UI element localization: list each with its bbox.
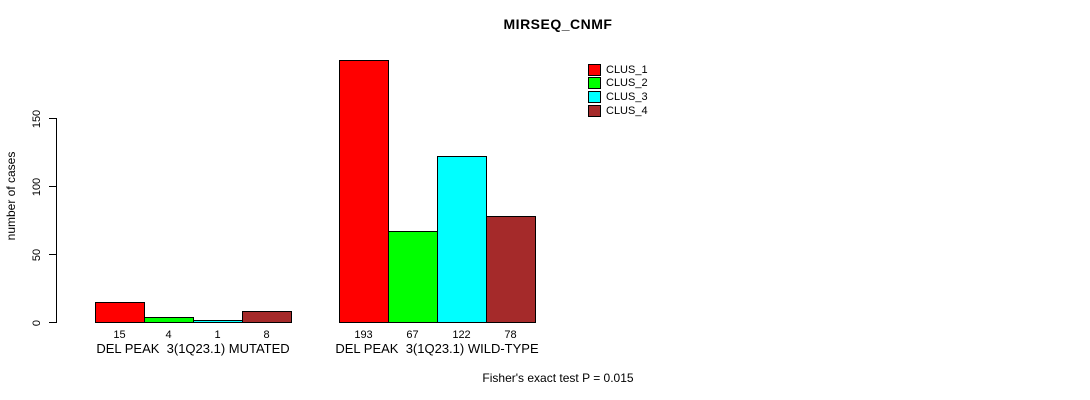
group-label-mutated: DEL PEAK 3(1Q23.1) MUTATED — [96, 341, 290, 356]
y-tick-label: 0 — [31, 319, 43, 326]
legend-swatch-icon — [588, 104, 601, 117]
bar-value-label: 78 — [504, 329, 517, 341]
bar-clus_3-group1 — [193, 320, 243, 323]
bar-value-label: 1 — [214, 329, 221, 341]
group-label-wild-type: DEL PEAK 3(1Q23.1) WILD-TYPE — [335, 341, 539, 356]
legend-label: CLUS_1 — [606, 63, 648, 76]
legend-label: CLUS_4 — [606, 104, 648, 117]
y-axis-label: number of cases — [4, 151, 18, 241]
fisher-test-annotation: Fisher's exact test P = 0.015 — [482, 371, 634, 385]
bar-clus_4-group1 — [242, 311, 292, 323]
chart-title: MIRSEQ_CNMF — [503, 16, 613, 32]
bar-clus_2-group1 — [144, 316, 194, 323]
bar-value-label: 122 — [452, 329, 471, 341]
legend-swatch-icon — [588, 90, 601, 103]
legend-label: CLUS_3 — [606, 90, 648, 103]
bar-clus_1-group1 — [95, 301, 145, 323]
y-tick-mark — [49, 254, 57, 255]
legend-item-clus_1: CLUS_1 — [588, 63, 648, 76]
legend-item-clus_3: CLUS_3 — [588, 90, 648, 103]
bar-clus_1-group2 — [339, 59, 389, 323]
y-tick-label: 150 — [31, 109, 43, 128]
y-tick-mark — [49, 118, 57, 119]
legend-item-clus_2: CLUS_2 — [588, 77, 648, 90]
y-axis-line — [56, 118, 57, 323]
bar-value-label: 4 — [165, 329, 172, 341]
bar-clus_4-group2 — [486, 215, 536, 323]
bar-value-label: 15 — [113, 329, 126, 341]
y-tick-mark — [49, 186, 57, 187]
bar-value-label: 67 — [406, 329, 419, 341]
legend-swatch-icon — [588, 77, 601, 90]
y-tick-label: 100 — [31, 177, 43, 196]
bar-value-label: 193 — [354, 329, 373, 341]
legend-item-clus_4: CLUS_4 — [588, 104, 648, 117]
bar-value-label: 8 — [263, 329, 270, 341]
y-tick-label: 50 — [31, 248, 43, 261]
bar-clus_3-group2 — [437, 156, 487, 323]
legend-label: CLUS_2 — [606, 77, 648, 90]
y-tick-mark — [49, 322, 57, 323]
bar-clus_2-group2 — [388, 230, 438, 323]
legend-swatch-icon — [588, 63, 601, 76]
